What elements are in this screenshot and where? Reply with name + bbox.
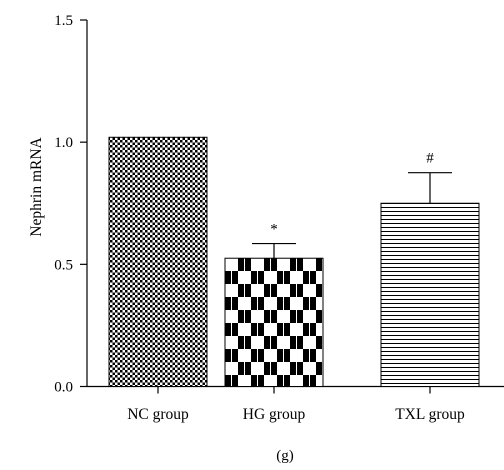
significance-mark: # [426,151,434,167]
category-label: NC group [127,406,189,423]
bar [380,202,480,387]
y-axis-title: Nephrin mRNA [28,136,45,236]
category-label: TXL group [395,406,465,423]
bar [224,257,324,387]
significance-mark: * [270,222,278,238]
category-label: HG group [243,406,306,423]
panel-caption: (g) [276,448,294,464]
y-tick-label: 0.0 [54,380,73,396]
y-tick-label: 1.5 [54,13,73,29]
bar [108,136,208,387]
y-tick-label: 0.5 [54,257,73,273]
y-tick-label: 1.0 [54,135,73,151]
